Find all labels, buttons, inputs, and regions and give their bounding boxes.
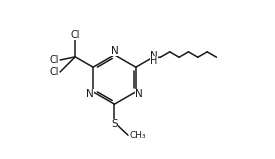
Text: CH₃: CH₃ [130, 131, 147, 140]
Text: N: N [86, 89, 94, 99]
Text: S: S [111, 120, 118, 129]
Text: H: H [150, 56, 158, 66]
Text: Cl: Cl [49, 55, 59, 65]
Text: Cl: Cl [70, 30, 80, 40]
Text: N: N [135, 89, 143, 99]
Text: Cl: Cl [49, 67, 59, 77]
Text: N: N [111, 46, 118, 56]
Text: N: N [150, 52, 158, 61]
